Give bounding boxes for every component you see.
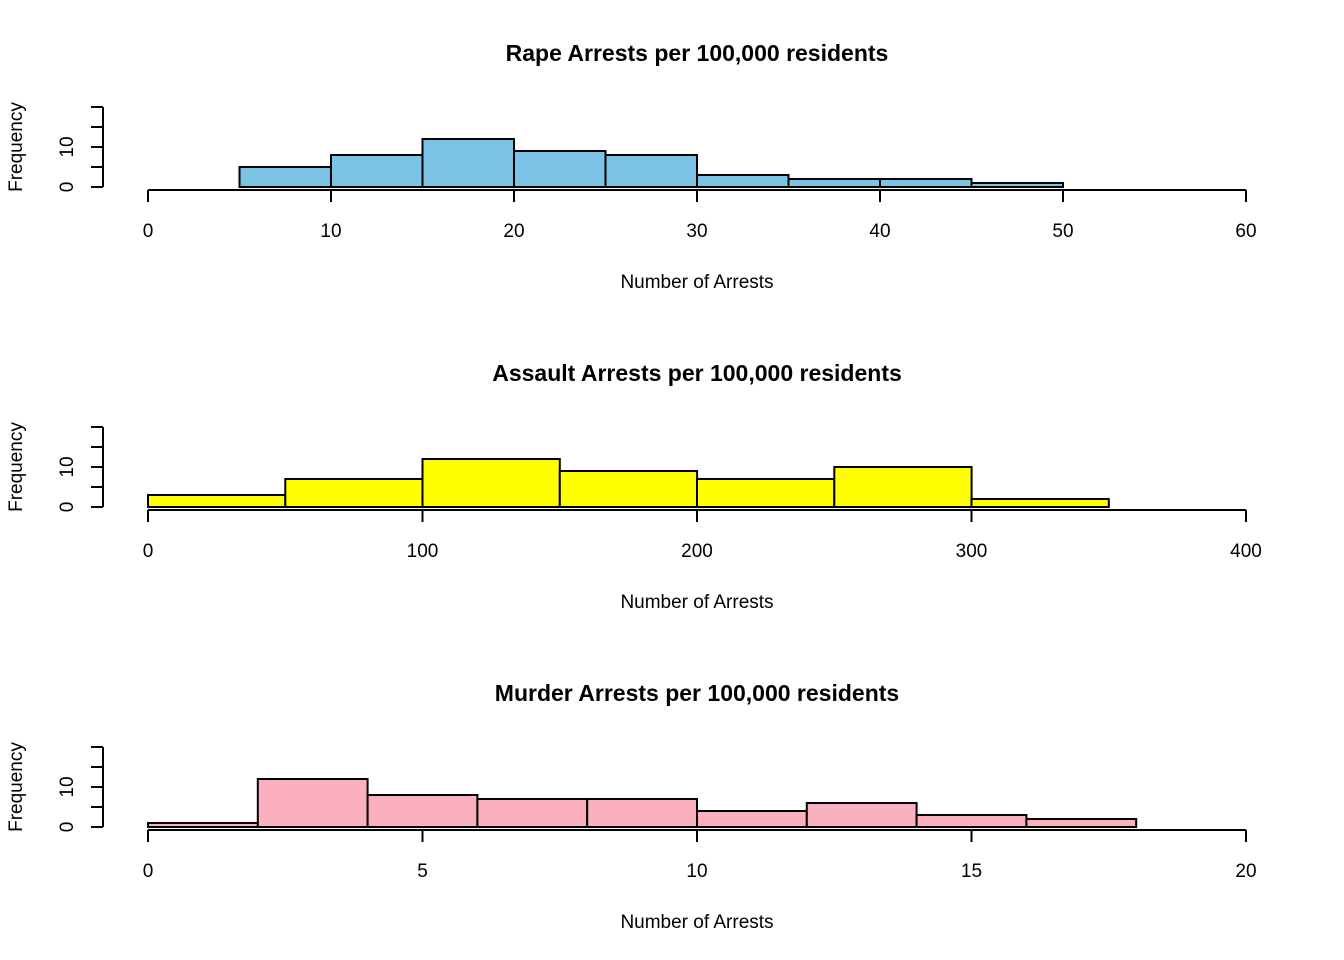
histogram-bar [421,138,515,188]
y-axis-label: Frequency [6,102,27,192]
histogram-bar [147,822,259,828]
y-axis-label: Frequency [6,742,27,832]
histogram-bar [915,814,1028,828]
x-tick-label: 100 [407,541,439,562]
x-tick-label: 300 [956,541,988,562]
y-tick-label: 10 [57,776,78,797]
histogram-bar [1025,818,1138,828]
histogram-bar [147,494,287,508]
histogram-bar [476,798,589,828]
x-axis-label: Number of Arrests [620,592,773,613]
histogram-bar [366,794,479,828]
x-tick-label: 15 [961,861,982,882]
x-tick-label: 50 [1052,221,1073,242]
chart-title: Rape Arrests per 100,000 residents [506,40,889,66]
chart-title: Assault Arrests per 100,000 residents [492,360,902,386]
histogram-bar [238,166,332,188]
histogram-bar [879,178,973,188]
histogram-bar [787,178,881,188]
x-tick-label: 5 [417,861,428,882]
histogram-bar [421,458,561,508]
y-tick-label: 0 [57,822,78,833]
y-axis-label: Frequency [6,422,27,512]
y-tick-label: 0 [57,182,78,193]
x-axis-label: Number of Arrests [620,272,773,293]
histogram-bar [970,498,1110,508]
x-tick-label: 10 [320,221,341,242]
histogram-bar [970,182,1064,188]
histogram-bar [513,150,607,188]
histogram-bar [696,478,836,508]
x-tick-label: 30 [686,221,707,242]
histogram-panel-2: Assault Arrests per 100,000 residents 0 10… [6,360,1262,613]
x-tick-label: 0 [143,541,154,562]
x-tick-label: 0 [143,861,154,882]
histogram-bar [558,470,699,508]
y-tick-label: 10 [57,456,78,477]
x-tick-label: 200 [681,541,713,562]
histogram-bar [805,802,918,828]
y-tick-label: 0 [57,502,78,513]
histogram-panel-3: Murder Arrests per 100,000 residents 0 5 10… [6,680,1257,933]
x-tick-label: 0 [143,221,154,242]
x-tick-label: 20 [1235,861,1256,882]
histogram-bar [284,478,424,508]
x-tick-label: 20 [503,221,524,242]
histogram-bar [256,778,369,828]
histogram-bar [586,798,699,828]
histogram-bar [330,154,424,188]
histogram-bar [696,174,790,188]
x-tick-label: 40 [869,221,890,242]
x-tick-label: 10 [686,861,707,882]
x-tick-label: 60 [1235,221,1256,242]
histogram-bar [833,466,973,508]
y-tick-label: 10 [57,136,78,157]
x-tick-label: 400 [1230,541,1262,562]
chart-title: Murder Arrests per 100,000 residents [495,680,899,706]
histogram-panel-1: Rape Arrests per 100,000 residents 0 10 20 3… [6,40,1257,293]
x-axis-label: Number of Arrests [620,912,773,933]
histogram-bar [604,154,698,188]
histogram-bar [696,810,808,828]
